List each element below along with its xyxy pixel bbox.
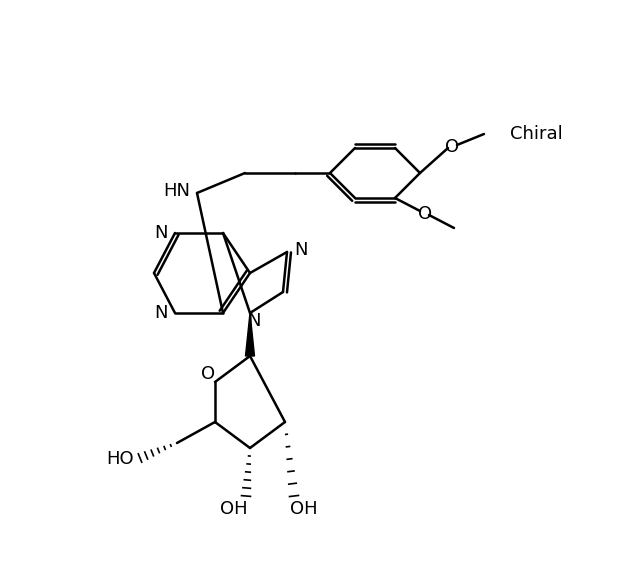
Polygon shape <box>246 313 255 356</box>
Text: O: O <box>418 205 432 223</box>
Text: OH: OH <box>290 500 318 518</box>
Text: Chiral: Chiral <box>510 125 563 143</box>
Text: N: N <box>154 304 168 322</box>
Text: N: N <box>154 224 168 242</box>
Text: O: O <box>445 138 459 156</box>
Text: HO: HO <box>106 450 134 468</box>
Text: N: N <box>247 312 260 330</box>
Text: N: N <box>294 241 308 259</box>
Text: OH: OH <box>220 500 248 518</box>
Text: O: O <box>201 365 215 383</box>
Text: HN: HN <box>163 182 191 200</box>
